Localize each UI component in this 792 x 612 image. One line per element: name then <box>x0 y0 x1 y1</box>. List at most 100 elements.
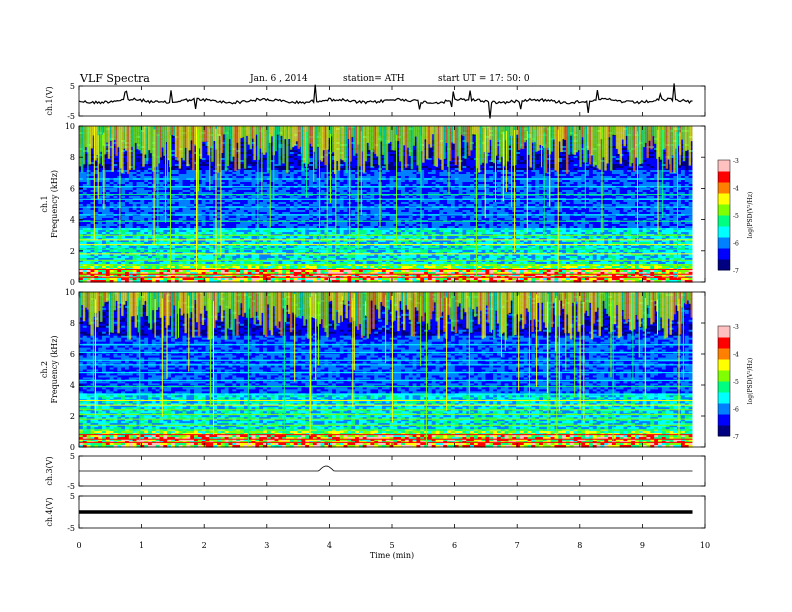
spectrogram-cell <box>427 156 433 159</box>
spectrogram-cell <box>531 174 536 177</box>
spectrogram-cell <box>178 174 184 177</box>
spectrogram-cell <box>171 168 176 171</box>
spectrogram-cell <box>86 170 92 173</box>
spectrogram-cell <box>627 166 632 169</box>
spectrogram-cell <box>316 168 322 171</box>
spectrogram-cell <box>79 176 84 179</box>
spectrogram-cell <box>266 174 272 177</box>
spectrogram-cell <box>470 170 475 173</box>
spectrogram-cell <box>209 164 214 167</box>
spectrogram-cell <box>665 176 671 179</box>
spectrogram-cell <box>274 174 279 177</box>
spectrogram-cell <box>174 172 180 175</box>
spectrogram-cell <box>554 174 559 177</box>
spectrogram-cell <box>558 152 563 155</box>
spectrogram-cell <box>209 170 214 173</box>
spectrogram-cell <box>581 164 586 167</box>
spectrogram-cell <box>339 174 345 177</box>
spectrogram-cell <box>240 176 245 179</box>
spectrogram-cell <box>79 172 84 175</box>
spectrogram-cell <box>82 180 88 183</box>
spectrogram-cell <box>105 166 111 169</box>
spectrogram-cell <box>270 162 276 165</box>
spectrogram-cell <box>105 168 111 171</box>
spectrogram-cell <box>592 172 598 175</box>
spectrogram-cell <box>508 172 513 175</box>
spectrogram-cell <box>611 154 617 157</box>
spectrogram-cell <box>427 176 433 179</box>
spectrogram-cell <box>623 166 628 169</box>
spectrogram-cell <box>466 170 471 173</box>
spectrogram-cell <box>171 162 176 165</box>
spectrogram-cell <box>366 172 371 175</box>
spectrogram-cell <box>320 170 325 173</box>
spectrogram-cell <box>286 176 291 179</box>
spectrogram-cell <box>247 150 253 153</box>
spectrogram-cell <box>420 172 425 175</box>
spectrogram-cell <box>408 170 414 173</box>
spectrogram-cell <box>79 174 84 177</box>
spectrogram-cell <box>535 168 540 171</box>
spectrogram-cell <box>274 168 279 171</box>
spectrogram-cell <box>339 160 345 163</box>
spectrogram-cell <box>289 168 295 171</box>
spectrogram-cell <box>611 162 617 165</box>
spectrogram-cell <box>82 176 88 179</box>
spectrogram-cell <box>121 174 126 177</box>
spectrogram-cell <box>573 166 579 169</box>
spectrogram-cell <box>86 166 92 169</box>
spectrogram-cell <box>435 172 441 175</box>
spectrogram-cell <box>581 162 586 165</box>
spectrogram-cell <box>412 168 418 171</box>
spectrogram-cell <box>305 172 310 175</box>
spectrogram-cell <box>201 150 207 153</box>
spectrogram-cell <box>516 150 521 153</box>
spectrogram-cell <box>611 152 617 155</box>
spectrogram-cell <box>293 156 299 159</box>
spectrogram-cell <box>224 174 230 177</box>
spectrogram-cell <box>240 162 245 165</box>
spectrogram-cell <box>665 170 671 173</box>
spectrogram-cell <box>182 174 187 177</box>
spectrogram-cell <box>171 160 176 163</box>
spectrogram-cell <box>205 162 210 165</box>
spectrogram-cell <box>351 168 356 171</box>
spectrogram-cell <box>427 172 433 175</box>
spectrogram-cell <box>450 146 456 149</box>
spectrogram-cell <box>167 166 172 169</box>
spectrogram-cell <box>397 174 402 177</box>
spectrogram-cell <box>316 172 322 175</box>
spectrogram-cell <box>90 160 95 163</box>
spectrogram-cell <box>174 176 180 179</box>
spectrogram-cell <box>243 174 249 177</box>
spectrogram-cell <box>274 176 279 179</box>
spectrogram-cell <box>247 148 253 151</box>
spectrogram-cell <box>642 150 648 153</box>
spectrogram-cell <box>661 170 667 173</box>
spectrogram-cell <box>535 156 540 159</box>
spectrogram-cell <box>443 168 448 171</box>
spectrogram-cell <box>335 176 341 179</box>
spectrogram-cell <box>516 164 521 167</box>
spectrogram-cell <box>619 174 625 177</box>
spectrogram-cell <box>159 170 164 173</box>
spectrogram-cell <box>374 172 379 175</box>
spectrogram-cell <box>247 164 253 167</box>
spectrogram-cell <box>228 166 233 169</box>
spectrogram-cell <box>470 162 475 165</box>
spectrogram-cell <box>289 152 295 155</box>
spectrogram-cell <box>90 156 95 159</box>
spectrogram-cell <box>562 164 567 167</box>
spectrogram-cell <box>213 168 218 171</box>
spectrogram-cell <box>320 176 325 179</box>
spectrogram-cell <box>611 172 617 175</box>
spectrogram-cell <box>443 170 448 173</box>
spectrogram-cell <box>240 156 245 159</box>
spectrogram-cell <box>393 160 398 163</box>
spectrogram-cell <box>213 176 218 179</box>
spectrogram-cell <box>412 174 418 177</box>
spectrogram-cell <box>228 174 233 177</box>
spectrogram-cell <box>148 164 153 167</box>
spectrogram-cell <box>650 170 655 173</box>
spectrogram-cell <box>550 156 556 159</box>
